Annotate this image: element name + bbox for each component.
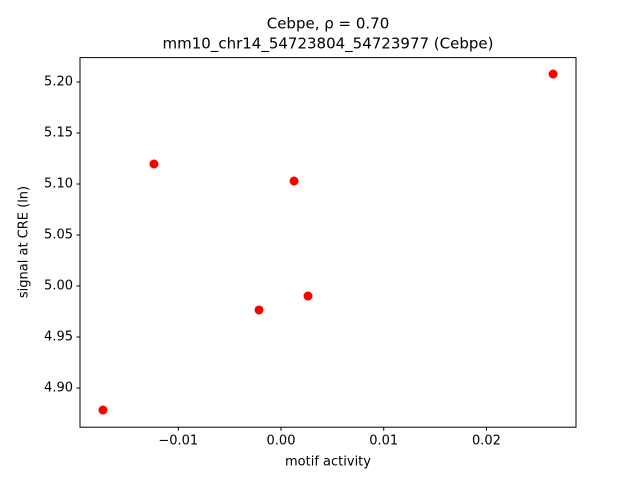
y-tick-label: 5.05 [44, 228, 73, 243]
point [548, 69, 558, 79]
x-axis-label: motif activity [285, 455, 371, 470]
chart-title: Cebpe, ρ = 0.70 [267, 15, 390, 33]
chart-subtitle: mm10_chr14_54723804_54723977 (Cebpe) [163, 35, 494, 54]
x-tick-label: −0.01 [158, 434, 198, 449]
plot-frame [79, 57, 577, 428]
y-axis-label: signal at CRE (ln) [17, 186, 32, 298]
x-tick-label: 0.00 [267, 434, 296, 449]
point [254, 305, 264, 315]
y-tick-label: 4.95 [44, 330, 73, 345]
x-tick-label: 0.02 [472, 434, 501, 449]
y-tick-label: 5.20 [44, 74, 73, 89]
point [289, 176, 299, 186]
y-tick-label: 5.00 [44, 279, 73, 294]
point [98, 405, 108, 415]
y-tick-label: 5.15 [44, 125, 73, 140]
point [149, 159, 159, 169]
point [303, 291, 313, 301]
x-tick-label: 0.01 [369, 434, 398, 449]
y-tick-label: 5.10 [44, 176, 73, 191]
y-tick-label: 4.90 [44, 381, 73, 396]
